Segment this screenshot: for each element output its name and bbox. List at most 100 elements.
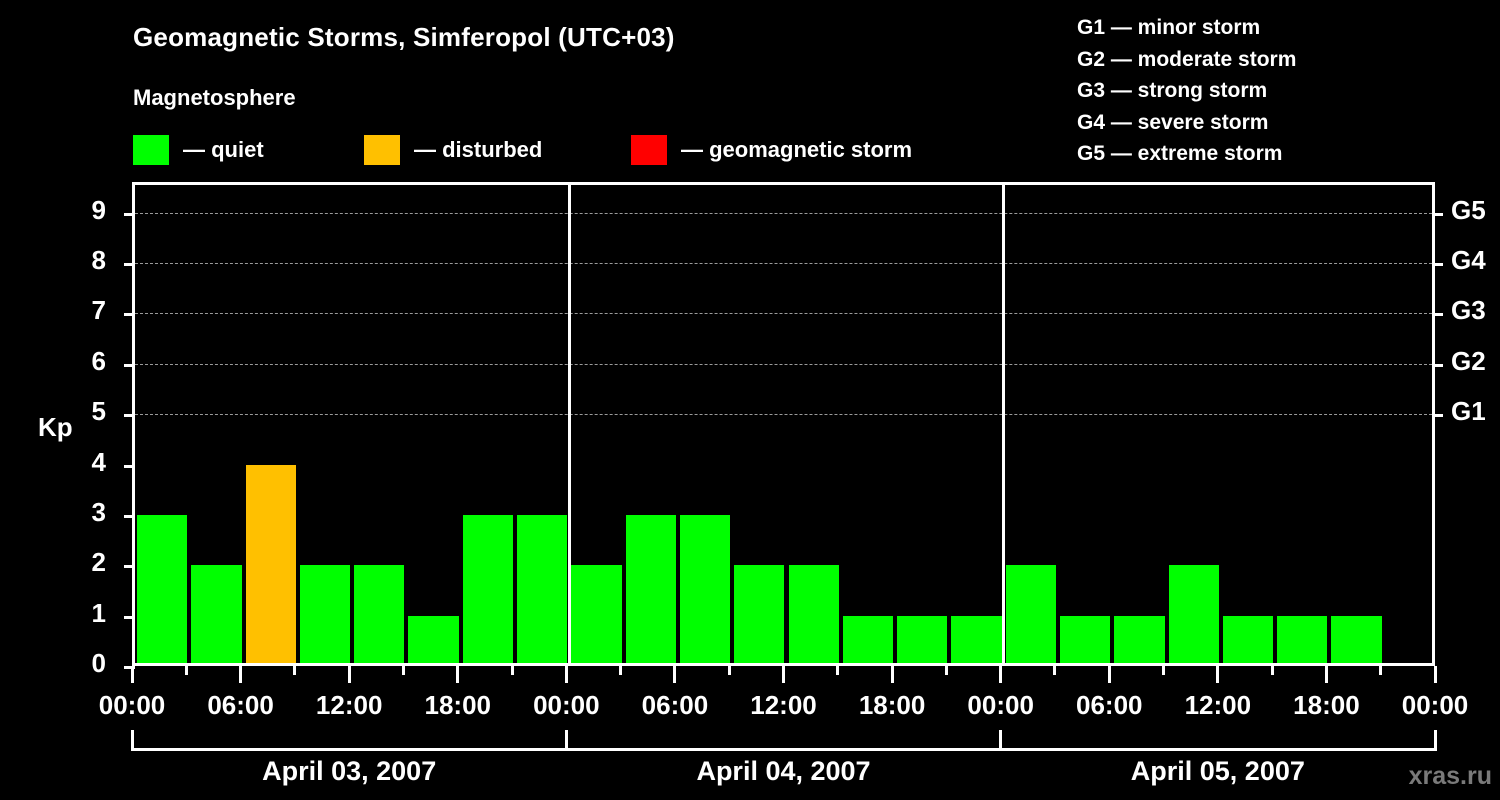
y-axis-tick — [124, 414, 135, 418]
x-axis-label: 12:00 — [1184, 690, 1252, 720]
x-axis-label: 06:00 — [1076, 690, 1143, 720]
x-axis-minor-tick — [1053, 666, 1057, 675]
chart-subtitle: Magnetosphere — [133, 85, 296, 110]
x-axis-minor-tick — [293, 666, 297, 675]
plot-area — [124, 182, 1443, 669]
bar — [734, 565, 785, 666]
orange-square — [364, 135, 400, 165]
gridline — [135, 212, 1432, 214]
day-bracket-line — [566, 748, 1001, 751]
y-axis-label: 2 — [91, 547, 106, 578]
bar — [1168, 565, 1219, 666]
y-axis-tick — [124, 313, 135, 317]
bar — [408, 615, 459, 666]
g-axis-label: G5 — [1451, 194, 1486, 225]
y-axis-label: 1 — [91, 597, 106, 628]
x-axis-tick — [1324, 666, 1328, 683]
y-axis-tick — [124, 464, 135, 468]
x-axis-tick — [890, 666, 894, 683]
gridline — [135, 313, 1432, 315]
gridline — [135, 414, 1432, 416]
bar — [462, 514, 514, 666]
y-axis-label: 4 — [91, 446, 106, 477]
y-axis-tick — [124, 212, 135, 216]
x-axis-label: 00:00 — [1401, 690, 1469, 720]
x-axis-label: 18:00 — [424, 690, 492, 720]
x-axis-label: 18:00 — [858, 690, 926, 720]
legend-item-label: — quiet — [183, 137, 264, 162]
day-bracket-cap — [1433, 730, 1437, 751]
y-axis-label: 3 — [91, 496, 106, 527]
legend-item: — quiet — [133, 133, 264, 167]
legend-item: — geomagnetic storm — [631, 133, 912, 167]
g-axis-tick — [1432, 263, 1443, 267]
bar — [191, 565, 242, 666]
bar — [1059, 615, 1111, 666]
x-axis-label: 12:00 — [750, 690, 817, 720]
day-separator — [1002, 185, 1006, 666]
y-axis-label: 8 — [91, 245, 106, 276]
day-label: April 05, 2007 — [1130, 756, 1305, 786]
day-bracket-cap — [130, 730, 134, 751]
x-axis-tick — [1107, 666, 1111, 683]
x-axis-tick — [999, 666, 1003, 683]
bar — [788, 565, 839, 666]
g-axis-label: G4 — [1451, 245, 1486, 276]
day-label: April 03, 2007 — [262, 756, 437, 786]
bar — [1114, 615, 1165, 666]
x-axis-tick — [239, 666, 243, 683]
x-axis-tick — [347, 666, 351, 683]
day-bracket-line — [1000, 748, 1435, 751]
x-axis-line — [132, 663, 1435, 666]
y-axis-label: 7 — [91, 295, 106, 326]
x-axis-minor-tick — [619, 666, 623, 675]
x-axis-label: 00:00 — [533, 690, 600, 720]
x-axis-tick — [1216, 666, 1220, 683]
y-axis-title: Kp — [38, 412, 73, 442]
g-axis-label: G1 — [1451, 396, 1486, 427]
day-separator — [567, 185, 571, 666]
bar — [842, 615, 894, 666]
y-axis-label: 0 — [91, 648, 106, 678]
watermark: xras.ru — [1408, 762, 1492, 790]
x-axis-label: 18:00 — [1293, 690, 1360, 720]
legend-item-label: — disturbed — [414, 137, 543, 162]
g-scale-row: G3 — strong storm — [1077, 79, 1268, 102]
x-axis-minor-tick — [401, 666, 405, 675]
bar — [897, 615, 948, 666]
x-axis-label: 00:00 — [967, 690, 1034, 720]
x-axis-label: 06:00 — [641, 690, 709, 720]
g-axis-tick — [1432, 363, 1443, 367]
g-scale-row: G4 — severe storm — [1077, 110, 1269, 134]
bar — [625, 514, 676, 666]
bar — [245, 464, 296, 666]
y-axis-tick — [124, 263, 135, 267]
page-title: Geomagnetic Storms, Simferopol (UTC+03) — [133, 22, 675, 52]
bar — [137, 514, 188, 666]
g-axis-tick — [1432, 414, 1443, 418]
red-square — [631, 135, 667, 165]
bar — [517, 514, 568, 666]
x-axis-minor-tick — [1379, 666, 1383, 675]
bar — [571, 565, 622, 666]
x-axis-label: 06:00 — [207, 690, 274, 720]
legend-item-label: — geomagnetic storm — [681, 137, 913, 162]
y-axis-tick — [124, 514, 135, 518]
bar — [1005, 565, 1056, 666]
x-axis-tick — [130, 666, 134, 683]
g-axis-tick — [1432, 313, 1443, 317]
bar — [354, 565, 405, 666]
x-axis-minor-tick — [727, 666, 731, 675]
bar — [679, 514, 731, 666]
legend-item: — disturbed — [364, 133, 542, 167]
y-axis-tick — [124, 565, 135, 569]
x-axis-label: 12:00 — [315, 690, 383, 720]
x-axis-minor-tick — [1162, 666, 1166, 675]
g-axis-label: G3 — [1451, 295, 1486, 326]
gridline — [135, 363, 1432, 365]
bar — [951, 615, 1002, 666]
y-axis-label: 6 — [91, 345, 106, 376]
y-axis-label: 5 — [91, 396, 106, 427]
bar — [299, 565, 351, 666]
